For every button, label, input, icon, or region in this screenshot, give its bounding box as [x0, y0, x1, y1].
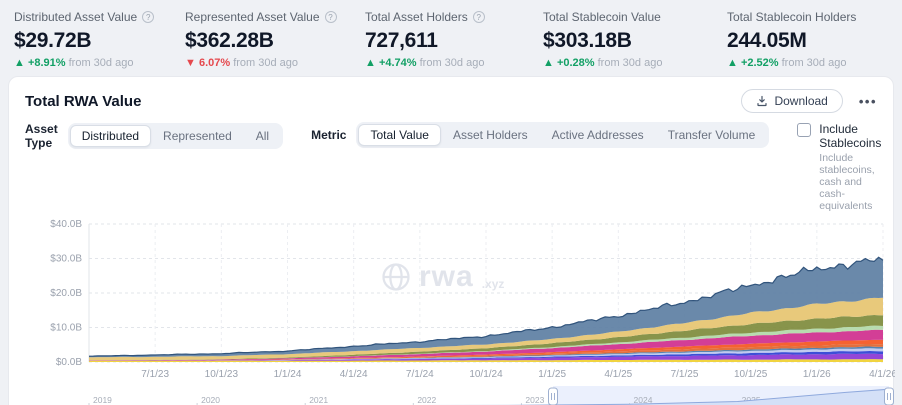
- x-axis-label: 7/1/23: [141, 369, 169, 380]
- x-axis-label: 7/1/25: [671, 369, 699, 380]
- stat-value: 727,611: [365, 29, 438, 52]
- stat-label: Total Asset Holders?: [365, 10, 543, 24]
- metric-option-asset-holders[interactable]: Asset Holders: [441, 124, 540, 146]
- asset-type-option-all[interactable]: All: [244, 125, 281, 147]
- timeline-navigator[interactable]: 20192020202120222023202420252026: [9, 384, 895, 405]
- x-axis-label: 10/1/24: [469, 369, 503, 380]
- metric-option-total-value[interactable]: Total Value: [358, 124, 441, 146]
- stat-value: $303.18B: [543, 29, 632, 52]
- x-axis-label: 1/1/24: [274, 369, 302, 380]
- navigator-year-label: 2019: [93, 395, 112, 405]
- x-axis-label: 4/1/24: [340, 369, 368, 380]
- page-title: Total RWA Value: [25, 92, 142, 110]
- stat-block-total-stablecoin-value: Total Stablecoin Value $303.18B ▲ +0.28% f…: [543, 10, 727, 76]
- navigator-year-label: 2023: [525, 395, 544, 405]
- stat-label: Total Stablecoin Value: [543, 10, 661, 24]
- navigator-left-handle[interactable]: [548, 387, 558, 405]
- arrow-up-icon: ▲: [14, 57, 25, 69]
- y-axis-label: $30.0B: [50, 254, 82, 265]
- arrow-up-icon: ▲: [543, 57, 554, 69]
- stat-delta: ▲ +0.28% from 30d ago: [543, 57, 663, 69]
- x-axis-label: 1/1/25: [538, 369, 566, 380]
- stat-block-total-asset-holders: Total Asset Holders? 727,611 ▲ +4.74% from…: [365, 10, 543, 76]
- stat-label: Total Stablecoin Holders: [727, 10, 857, 24]
- asset-type-option-represented[interactable]: Represented: [151, 125, 244, 147]
- arrow-down-icon: ▼: [185, 57, 196, 69]
- chart-area: $0.0B $10.0B $20.0B $30.0B $40.0B 7/1/23 10/1/…: [9, 212, 895, 384]
- metric-filter: Metric Total Value Asset Holders Active Ad…: [311, 122, 770, 148]
- info-icon[interactable]: ?: [472, 11, 485, 23]
- x-axis-label: 7/1/24: [406, 369, 434, 380]
- rwa-chart[interactable]: $0.0B $10.0B $20.0B $30.0B $40.0B 7/1/23 10/1/…: [9, 214, 895, 384]
- include-stablecoins-sublabel: Include stablecoins, cash and cash-equiv…: [819, 152, 875, 212]
- download-button[interactable]: Download: [741, 89, 843, 113]
- y-axis-label: $20.0B: [50, 288, 82, 299]
- x-axis-label: 1/1/26: [803, 369, 831, 380]
- y-axis-label: $0.0B: [56, 357, 82, 368]
- include-stablecoins-group: Include Stablecoins Include stablecoins,…: [797, 122, 881, 212]
- asset-type-option-distributed[interactable]: Distributed: [69, 125, 152, 147]
- x-axis-label: 10/1/25: [734, 369, 768, 380]
- stat-label: Distributed Asset Value?: [14, 10, 185, 24]
- filter-row: Asset Type Distributed Represented All Met…: [9, 117, 893, 212]
- stat-block-represented-asset-value: Represented Asset Value? $362.28B ▼ 6.07% …: [185, 10, 365, 76]
- navigator-year-label: 2021: [309, 395, 328, 405]
- stat-delta: ▲ +4.74% from 30d ago: [365, 57, 485, 69]
- navigator-year-label: 2024: [634, 395, 653, 405]
- stat-delta: ▼ 6.07% from 30d ago: [185, 57, 299, 69]
- total-rwa-value-panel: Total RWA Value Download ••• Asset Type …: [8, 76, 895, 405]
- metric-segmented-control: Total Value Asset Holders Active Addresses…: [356, 122, 770, 148]
- info-icon[interactable]: ?: [142, 11, 155, 23]
- include-stablecoins-label: Include Stablecoins: [819, 122, 882, 150]
- info-icon[interactable]: ?: [324, 11, 337, 23]
- panel-header: Total RWA Value Download •••: [9, 77, 893, 117]
- arrow-up-icon: ▲: [727, 57, 738, 69]
- asset-type-filter: Asset Type Distributed Represented All: [25, 122, 284, 150]
- stats-bar: Distributed Asset Value? $29.72B ▲ +8.91% …: [0, 0, 902, 76]
- stat-value: 244.05M: [727, 29, 807, 52]
- x-axis-label: 10/1/23: [205, 369, 239, 380]
- series-area-commodities[interactable]: [89, 297, 883, 361]
- stat-block-distributed-asset-value: Distributed Asset Value? $29.72B ▲ +8.91% …: [14, 10, 185, 76]
- navigator-right-handle[interactable]: [884, 387, 894, 405]
- x-axis-label: 4/1/25: [604, 369, 632, 380]
- metric-option-active-addresses[interactable]: Active Addresses: [540, 124, 656, 146]
- x-axis-label: 4/1/26: [869, 369, 895, 380]
- stat-delta: ▲ +8.91% from 30d ago: [14, 57, 134, 69]
- series-area-specialty-finance[interactable]: [89, 329, 883, 361]
- stat-label: Represented Asset Value?: [185, 10, 365, 24]
- arrow-up-icon: ▲: [365, 57, 376, 69]
- stat-block-total-stablecoin-holders: Total Stablecoin Holders 244.05M ▲ +2.52% …: [727, 10, 902, 76]
- stat-value: $362.28B: [185, 29, 274, 52]
- asset-type-label: Asset Type: [25, 122, 58, 150]
- y-axis-label: $10.0B: [50, 323, 82, 334]
- download-label: Download: [774, 94, 828, 108]
- metric-label: Metric: [311, 128, 347, 142]
- more-options-button[interactable]: •••: [859, 94, 877, 109]
- asset-type-segmented-control: Distributed Represented All: [67, 123, 284, 149]
- series-area-us-treasury-debt[interactable]: [89, 257, 883, 358]
- stat-value: $29.72B: [14, 29, 92, 52]
- navigator-year-label: 2022: [417, 395, 436, 405]
- series-area-corporate-credit[interactable]: [89, 353, 883, 361]
- more-options-icon: •••: [858, 93, 877, 109]
- header-actions: Download •••: [741, 89, 877, 113]
- download-icon: [757, 95, 768, 107]
- stat-delta: ▲ +2.52% from 30d ago: [727, 57, 847, 69]
- series-area-private-equity[interactable]: [89, 359, 883, 362]
- y-axis-label: $40.0B: [50, 219, 82, 230]
- metric-option-transfer-volume[interactable]: Transfer Volume: [656, 124, 768, 146]
- include-stablecoins-checkbox[interactable]: [797, 123, 812, 137]
- navigator-year-label: 2020: [201, 395, 220, 405]
